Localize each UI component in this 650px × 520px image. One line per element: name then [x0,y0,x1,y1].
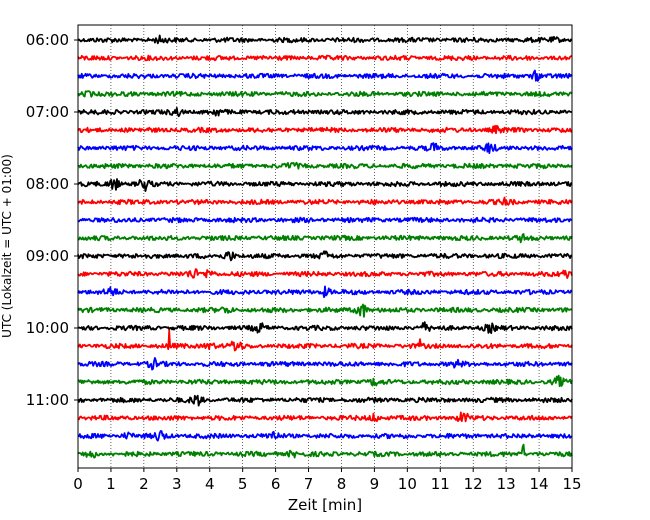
trace-18 [77,357,573,371]
trace-4 [77,107,573,118]
y-tick-label-1: 07:00 [26,103,69,121]
x-tick-label-15: 15 [562,475,581,493]
y-axis-label: UTC (Lokalzeit = UTC + 01:00) [0,154,14,338]
plot-frame [77,24,573,469]
gridlines [110,25,540,468]
x-tick-label-1: 1 [106,475,116,493]
x-tick-label-10: 10 [398,475,417,493]
trace-7 [77,161,573,170]
trace-15 [77,303,573,318]
x-tick-label-8: 8 [337,475,347,493]
x-tick-label-6: 6 [271,475,281,493]
trace-5 [77,124,573,135]
trace-0 [77,34,573,45]
trace-2 [77,69,573,82]
x-tick-label-4: 4 [205,475,215,493]
trace-6 [77,142,573,155]
x-tick-label-11: 11 [431,475,450,493]
x-tick-label-3: 3 [172,475,182,493]
y-tick-label-0: 06:00 [26,31,69,49]
trace-3 [77,90,573,98]
trace-1 [77,54,573,62]
trace-23 [77,443,573,459]
x-tick-label-14: 14 [530,475,549,493]
traces [77,34,573,459]
x-tick-label-5: 5 [238,475,248,493]
trace-16 [77,321,573,335]
x-tick-label-7: 7 [304,475,314,493]
x-tick-label-2: 2 [139,475,149,493]
trace-12 [77,250,573,262]
trace-8 [77,178,573,192]
trace-9 [77,196,573,206]
trace-22 [77,430,573,442]
trace-21 [77,411,573,423]
y-tick-label-2: 08:00 [26,175,69,193]
trace-11 [77,233,573,244]
trace-10 [77,216,573,224]
x-tick-label-13: 13 [497,475,516,493]
trace-19 [77,374,573,388]
trace-17 [77,329,573,352]
x-axis-label: Zeit [min] [288,496,362,514]
x-tick-label-12: 12 [464,475,483,493]
x-tick-label-9: 9 [370,475,380,493]
y-tick-label-4: 10:00 [26,319,69,337]
y-tick-label-3: 09:00 [26,247,69,265]
trace-20 [77,394,573,407]
x-tick-label-0: 0 [73,475,83,493]
x-axis: 0 1 2 3 4 5 6 7 8 9 10 11 12 13 14 15 [73,468,582,493]
y-tick-label-5: 11:00 [26,391,69,409]
trace-13 [77,268,573,279]
trace-14 [77,285,573,299]
y-axis: 06:00 07:00 08:00 09:00 10:00 11:00 [26,31,78,409]
